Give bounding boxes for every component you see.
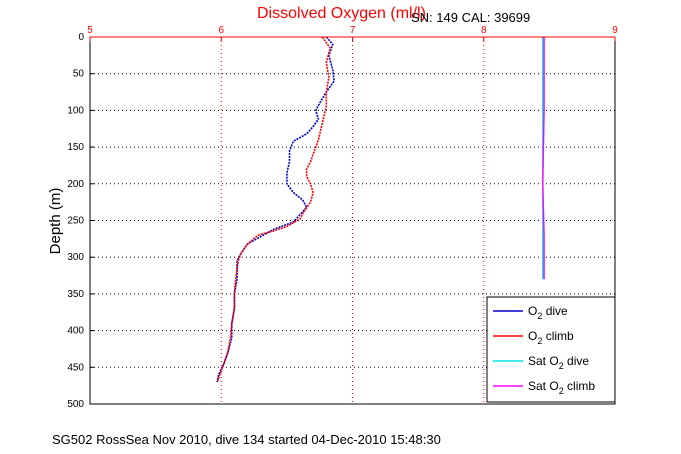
y-tick-label: 150 <box>67 142 84 153</box>
y-tick-label: 0 <box>78 32 84 43</box>
y-tick-label: 450 <box>67 362 84 373</box>
x-tick-label: 8 <box>481 25 487 36</box>
x-tick-label: 9 <box>612 25 618 36</box>
data-series <box>216 36 545 383</box>
series-o2-climb <box>216 36 332 383</box>
legend-box <box>486 296 616 403</box>
legend: O2 dive O2 climb Sat O2 dive Sat O2 climb <box>486 296 616 403</box>
y-axis-label: Depth (m) <box>47 188 64 255</box>
x-tick-label: 5 <box>87 25 93 36</box>
footer-caption: SG502 RossSea Nov 2010, dive 134 started… <box>52 432 441 447</box>
legend-label: Sat O2 dive <box>528 354 589 371</box>
axis-ticks: 5 6 7 8 9 0 50 100 150 200 250 300 350 400 450 500 <box>67 25 618 410</box>
legend-label: O2 dive <box>528 304 568 321</box>
y-tick-label: 400 <box>67 326 84 337</box>
y-tick-label: 350 <box>67 289 84 300</box>
series-sat-o2-climb <box>542 37 545 280</box>
legend-label: Sat O2 climb <box>528 379 595 396</box>
sensor-label: SN: 149 CAL: 39699 <box>411 10 530 25</box>
x-tick-label: 6 <box>218 25 224 36</box>
y-tick-label: 50 <box>73 69 85 80</box>
y-tick-label: 300 <box>67 252 84 263</box>
x-tick-label: 7 <box>350 25 356 36</box>
y-tick-label: 250 <box>67 216 84 227</box>
y-tick-label: 100 <box>67 105 84 116</box>
series-o2-dive <box>216 36 335 383</box>
chart-title: Dissolved Oxygen (ml/l) <box>257 5 426 22</box>
y-tick-label: 500 <box>67 399 84 410</box>
y-tick-label: 200 <box>67 179 84 190</box>
legend-label: O2 climb <box>528 329 574 346</box>
